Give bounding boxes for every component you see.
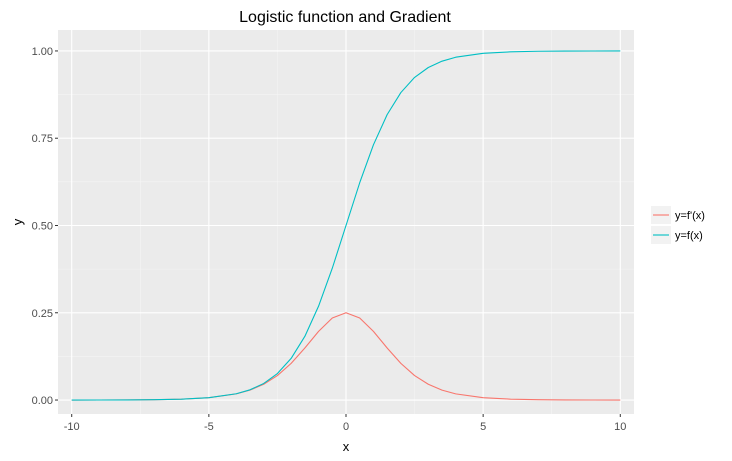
y-tick-label: 0.25 — [32, 308, 53, 320]
x-axis: -10 -5 0 5 10 — [64, 414, 626, 433]
y-tick-label: 0.75 — [32, 133, 53, 145]
y-tick-label: 0.00 — [32, 395, 53, 407]
x-axis-title: x — [343, 439, 350, 454]
x-tick-label: 10 — [614, 421, 626, 433]
legend-label: y=f(x) — [675, 230, 703, 242]
chart-title: Logistic function and Gradient — [239, 9, 451, 26]
x-tick-label: -10 — [64, 421, 80, 433]
series-lines — [71, 50, 621, 401]
y-tick-label: 1.00 — [32, 46, 53, 58]
legend-label: y=f'(x) — [675, 210, 705, 222]
y-tick-label: 0.50 — [32, 220, 53, 232]
y-axis-title: y — [10, 218, 25, 225]
legend: y=f'(x) y=f(x) — [649, 202, 719, 250]
series-line — [71, 50, 621, 401]
y-axis: 0.00 0.25 0.50 0.75 1.00 — [32, 46, 58, 407]
x-tick-label: -5 — [204, 421, 214, 433]
x-tick-label: 5 — [480, 421, 486, 433]
x-tick-label: 0 — [343, 421, 349, 433]
